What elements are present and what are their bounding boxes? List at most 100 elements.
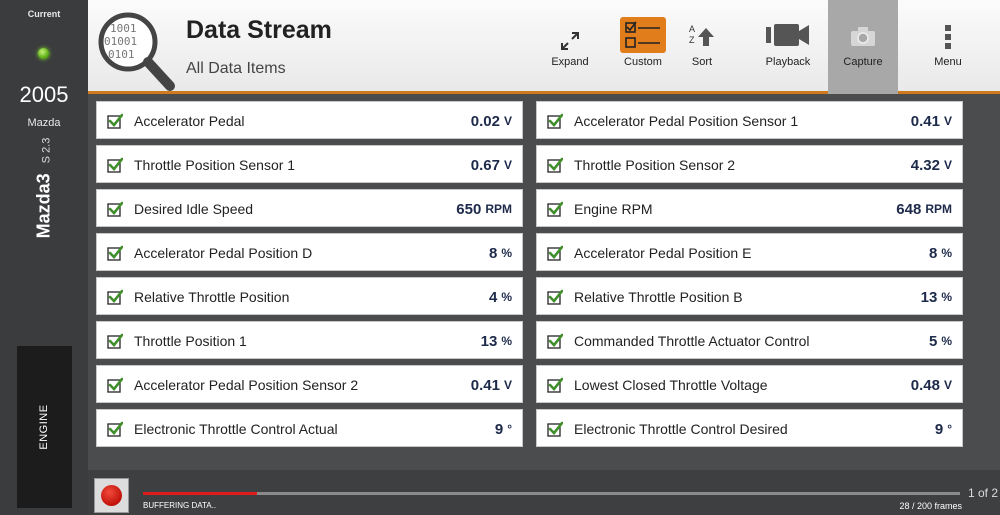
pid-value-block: 9 ° <box>495 410 512 448</box>
pid-cell[interactable]: Relative Throttle Position B 13% <box>536 277 963 315</box>
pid-value-block: 5% <box>929 322 952 360</box>
pid-unit: % <box>941 290 952 304</box>
capture-button[interactable]: Capture <box>828 0 898 94</box>
pid-name: Throttle Position Sensor 2 <box>574 156 736 173</box>
buffer-progress-track[interactable] <box>143 492 960 495</box>
sort-glyph-z: Z <box>689 35 695 45</box>
pid-cell[interactable]: Commanded Throttle Actuator Control 5% <box>536 321 963 359</box>
pid-value: 0.67 <box>470 156 500 174</box>
pid-value: 648 <box>896 200 922 218</box>
pid-unit: V <box>503 114 512 128</box>
pid-cell[interactable]: Accelerator Pedal 0.02 V <box>96 101 523 139</box>
checkbox-checked-icon[interactable] <box>547 377 563 393</box>
custom-checklist-icon <box>620 17 666 53</box>
pid-unit: V <box>503 378 512 392</box>
pid-unit: % <box>941 246 952 260</box>
pid-cell[interactable]: Throttle Position Sensor 2 4.32 V <box>536 145 963 183</box>
playback-label: Playback <box>765 56 811 68</box>
svg-text:0101: 0101 <box>108 48 135 61</box>
sort-az-icon: A Z <box>689 24 714 46</box>
pid-cell[interactable]: Desired Idle Speed 650 RPM <box>96 189 523 227</box>
checkbox-checked-icon[interactable] <box>547 201 563 217</box>
pid-cell[interactable]: Accelerator Pedal Position Sensor 1 0.41 V <box>536 101 963 139</box>
expand-button[interactable]: Expand <box>541 0 599 94</box>
pid-name: Electronic Throttle Control Desired <box>574 420 788 437</box>
pid-value-block: 4% <box>489 278 512 316</box>
checkbox-checked-icon[interactable] <box>107 289 123 305</box>
checkbox-checked-icon[interactable] <box>547 333 563 349</box>
page-subtitle: All Data Items <box>186 60 286 77</box>
system-tab-engine[interactable]: ENGINE <box>17 346 72 508</box>
camera-icon <box>851 27 875 46</box>
pid-value: 8 <box>928 244 938 262</box>
page-indicator: 1 of 2 <box>967 486 998 500</box>
record-button[interactable] <box>94 478 129 513</box>
pid-value: 0.48 <box>910 376 940 394</box>
pid-cell[interactable]: Throttle Position Sensor 1 0.67 V <box>96 145 523 183</box>
pid-unit: V <box>943 158 952 172</box>
checkbox-checked-icon[interactable] <box>107 157 123 173</box>
pid-cell[interactable]: Electronic Throttle Control Actual 9 ° <box>96 409 523 447</box>
pid-value: 0.41 <box>470 376 500 394</box>
pid-unit: % <box>941 334 952 348</box>
checkbox-checked-icon[interactable] <box>107 245 123 261</box>
pid-cell[interactable]: Engine RPM 648 RPM <box>536 189 963 227</box>
frame-count: 28 / 200 <box>899 501 932 511</box>
checkbox-checked-icon[interactable] <box>547 289 563 305</box>
pid-value: 0.41 <box>910 112 940 130</box>
custom-button[interactable]: Custom <box>613 0 673 94</box>
playback-button[interactable]: Playback <box>754 0 822 94</box>
pid-value-block: 0.67 V <box>471 146 512 184</box>
pid-cell[interactable]: Lowest Closed Throttle Voltage 0.48 V <box>536 365 963 403</box>
checkbox-checked-icon[interactable] <box>547 113 563 129</box>
checkbox-checked-icon[interactable] <box>107 377 123 393</box>
checkbox-checked-icon[interactable] <box>547 421 563 437</box>
pid-cell[interactable]: Relative Throttle Position 4% <box>96 277 523 315</box>
pid-name: Relative Throttle Position B <box>574 288 743 305</box>
pid-unit: ° <box>947 422 952 436</box>
pid-name: Accelerator Pedal Position E <box>574 244 752 261</box>
menu-label: Menu <box>934 56 962 68</box>
pid-name: Throttle Position Sensor 1 <box>134 156 296 173</box>
pid-value-block: 0.41 V <box>911 102 952 140</box>
pid-name: Electronic Throttle Control Actual <box>134 420 338 437</box>
pid-value-block: 13% <box>481 322 512 360</box>
checkbox-checked-icon[interactable] <box>107 113 123 129</box>
vehicle-make: Mazda <box>27 117 61 129</box>
checkbox-checked-icon[interactable] <box>107 421 123 437</box>
pid-value-block: 0.02 V <box>471 102 512 140</box>
svg-text:1001: 1001 <box>110 22 137 35</box>
pid-cell[interactable]: Throttle Position 1 13% <box>96 321 523 359</box>
pid-unit: RPM <box>925 202 952 216</box>
pid-value: 0.02 <box>470 112 500 130</box>
pid-value-block: 13% <box>921 278 952 316</box>
pid-name: Lowest Closed Throttle Voltage <box>574 376 768 393</box>
frame-unit: frames <box>934 501 962 511</box>
pid-value: 9 <box>494 420 504 438</box>
pid-cell[interactable]: Accelerator Pedal Position Sensor 2 0.41 V <box>96 365 523 403</box>
pid-name: Relative Throttle Position <box>134 288 290 305</box>
pid-value: 13 <box>920 288 938 306</box>
pid-cell[interactable]: Accelerator Pedal Position E 8% <box>536 233 963 271</box>
recording-bar: BUFFERING DATA.. 28 / 200 frames 1 of 2 <box>88 470 1000 515</box>
capture-label: Capture <box>843 56 883 68</box>
vehicle-engine-code: S 2.3 <box>40 137 53 164</box>
pid-value-block: 0.41 V <box>471 366 512 404</box>
checkbox-checked-icon[interactable] <box>107 201 123 217</box>
pid-name: Accelerator Pedal Position Sensor 2 <box>134 376 359 393</box>
pid-value-block: 4.32 V <box>911 146 952 184</box>
pid-value: 4.32 <box>910 156 940 174</box>
checkbox-checked-icon[interactable] <box>547 157 563 173</box>
svg-text:01001: 01001 <box>104 35 137 48</box>
checkbox-checked-icon[interactable] <box>107 333 123 349</box>
pid-cell[interactable]: Accelerator Pedal Position D 8% <box>96 233 523 271</box>
pid-name: Throttle Position 1 <box>134 332 247 349</box>
sort-button[interactable]: A Z Sort <box>680 0 724 94</box>
buffer-status: BUFFERING DATA.. <box>143 501 217 510</box>
overflow-menu-icon <box>945 25 951 49</box>
menu-button[interactable]: Menu <box>922 0 974 94</box>
checkbox-checked-icon[interactable] <box>547 245 563 261</box>
pid-cell[interactable]: Electronic Throttle Control Desired 9 ° <box>536 409 963 447</box>
pid-value-block: 8% <box>489 234 512 272</box>
header: 1001 01001 0101 Data Stream All Data Ite… <box>88 0 1000 94</box>
